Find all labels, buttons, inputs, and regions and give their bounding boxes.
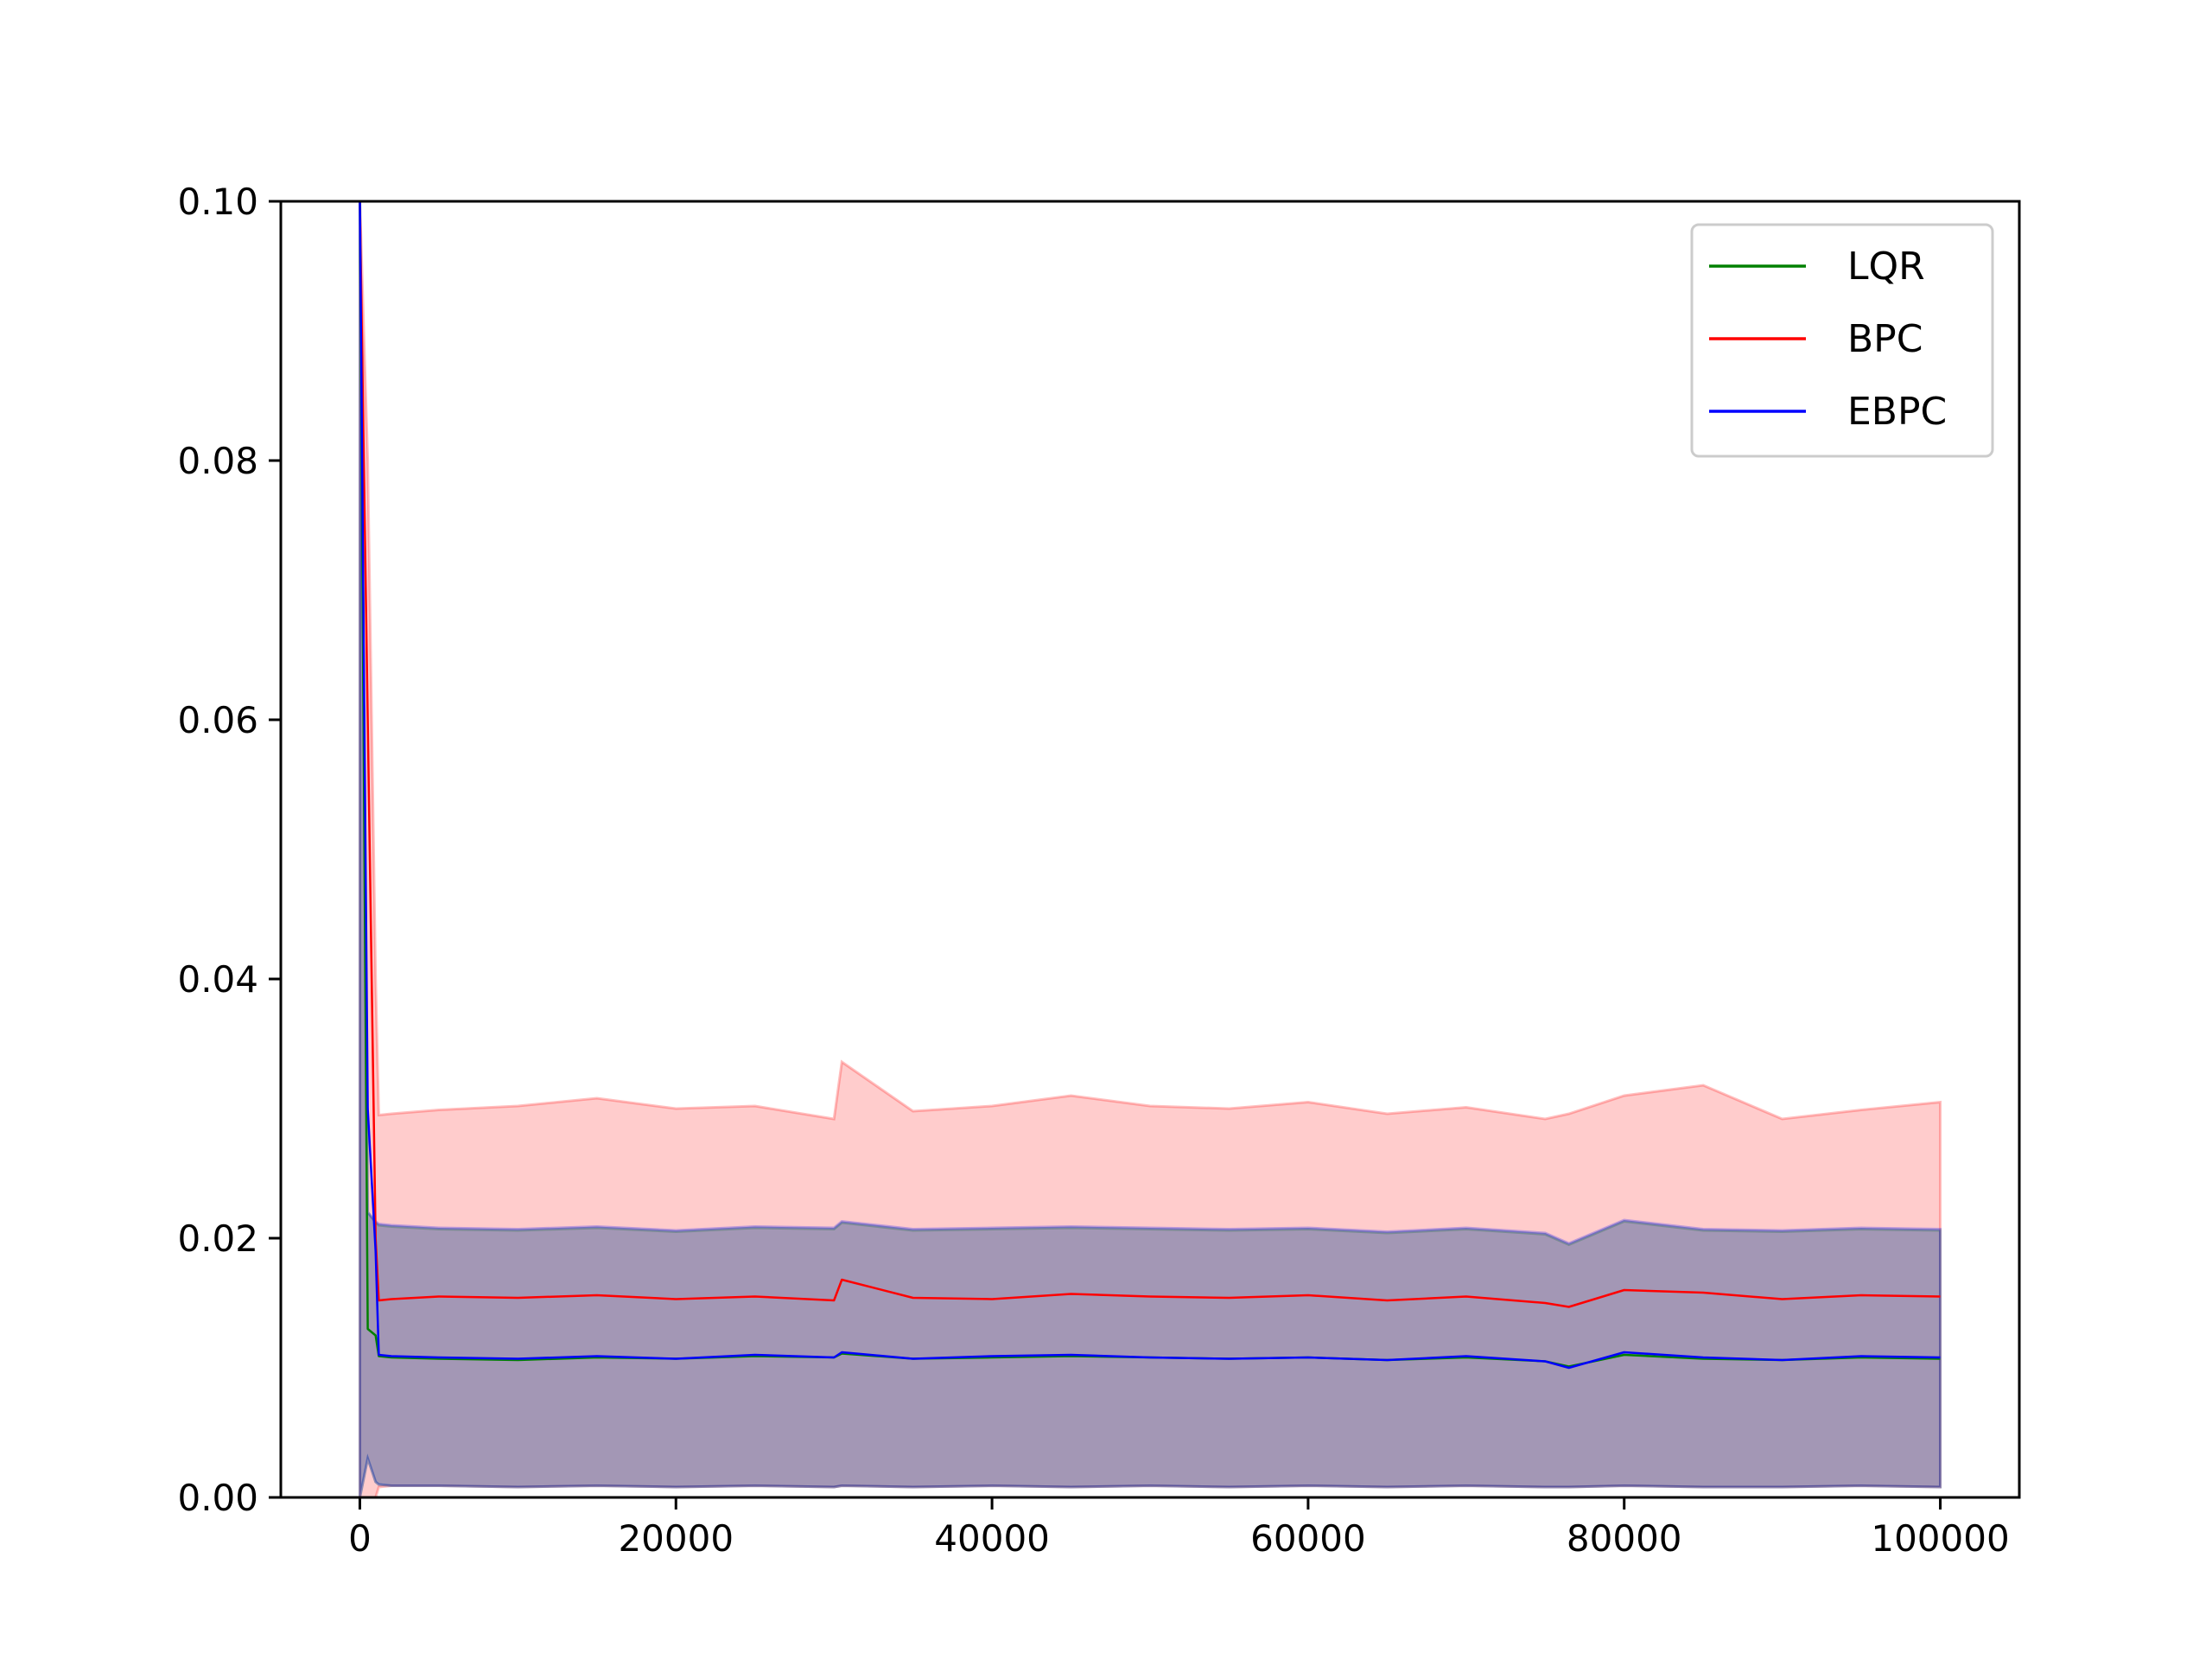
y-tick-label: 0.00 <box>177 1477 258 1519</box>
x-tick-label: 60000 <box>1250 1517 1366 1560</box>
legend-box <box>1690 223 1994 458</box>
line-bpc <box>359 201 1941 1308</box>
x-tick-label: 100000 <box>1871 1517 2009 1560</box>
y-tick-label: 0.02 <box>177 1217 258 1260</box>
legend-label-lqr: LQR <box>1847 245 1925 289</box>
x-tick-label: 20000 <box>618 1517 734 1560</box>
band-ebpc <box>359 201 1942 1497</box>
y-axis: 0.00 0.02 0.04 0.06 0.08 0.10 <box>177 181 281 1519</box>
x-tick-label: 40000 <box>934 1517 1050 1560</box>
y-tick-label: 0.08 <box>177 440 258 482</box>
x-tick-label: 80000 <box>1567 1517 1682 1560</box>
x-tick-label: 0 <box>348 1517 372 1560</box>
line-lqr <box>359 201 1941 1368</box>
legend-label-bpc: BPC <box>1847 317 1923 361</box>
y-tick-label: 0.06 <box>177 699 258 741</box>
line-ebpc <box>359 201 1941 1370</box>
plot-frame <box>279 200 2021 1499</box>
confidence-bands <box>359 201 1942 1497</box>
y-tick-label: 0.10 <box>177 181 258 223</box>
series-lines <box>359 201 1941 1370</box>
band-lqr <box>359 201 1942 1497</box>
y-tick-label: 0.04 <box>177 958 258 1001</box>
x-axis: 0 20000 40000 60000 80000 100000 <box>348 1497 2010 1560</box>
legend: LQR BPC EBPC <box>1690 223 1994 458</box>
legend-label-ebpc: EBPC <box>1847 390 1947 434</box>
band-bpc <box>359 201 1942 1497</box>
